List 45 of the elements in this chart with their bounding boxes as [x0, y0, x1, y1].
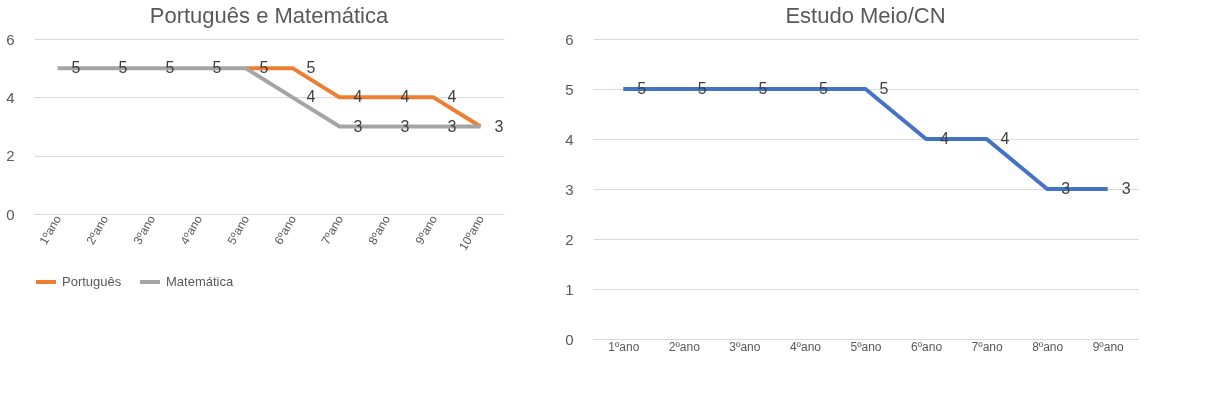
data-label: 5: [212, 59, 222, 77]
y-tick-label: 6: [565, 30, 574, 48]
data-label: 5: [71, 59, 81, 77]
x-tick-label: 8ºano: [1032, 339, 1064, 354]
legend-label: Matemática: [166, 274, 234, 289]
x-tick-label: 2ºano: [668, 339, 701, 354]
data-label: 3: [1121, 180, 1131, 197]
data-label: 5: [758, 80, 768, 97]
x-tick-label: 5ºano: [850, 339, 882, 354]
chart-title: Estudo Meio/CN: [785, 3, 946, 28]
data-label: 3: [353, 117, 363, 135]
x-tick-label: 6ºano: [911, 339, 943, 354]
legend-label: Português: [62, 274, 122, 289]
x-tick-label: 1ºano: [608, 339, 640, 354]
data-label: 5: [879, 80, 889, 97]
data-label: 5: [165, 59, 175, 77]
chart-title: Português e Matemática: [149, 3, 389, 28]
data-label: 5: [306, 59, 316, 77]
y-tick-label: 0: [6, 205, 15, 223]
y-tick-label: 3: [565, 180, 574, 198]
data-label: 4: [306, 88, 316, 106]
data-label: 3: [1061, 180, 1071, 197]
x-tick-label: 3ºano: [729, 339, 761, 354]
data-label: 4: [447, 88, 457, 106]
y-tick-label: 4: [565, 130, 574, 148]
data-label: 5: [697, 80, 707, 97]
data-label: 5: [259, 59, 269, 77]
data-label: 3: [447, 117, 457, 135]
x-tick-label: 7ºano: [971, 339, 1003, 354]
data-label: 5: [118, 59, 128, 77]
data-label: 3: [400, 117, 410, 135]
y-tick-label: 1: [565, 280, 574, 298]
data-label: 5: [637, 80, 647, 97]
y-tick-label: 6: [6, 30, 15, 48]
y-tick-label: 4: [6, 88, 15, 106]
data-label: 5: [818, 80, 828, 97]
data-label: 3: [494, 117, 504, 135]
x-tick-label: 9ºano: [1092, 339, 1125, 354]
data-label: 4: [1000, 130, 1010, 147]
data-label: 4: [940, 130, 950, 147]
y-tick-label: 2: [6, 147, 15, 165]
x-tick-label: 4ºano: [789, 339, 822, 354]
y-tick-label: 2: [565, 230, 574, 248]
y-tick-label: 5: [565, 80, 574, 98]
y-tick-label: 0: [565, 330, 574, 348]
